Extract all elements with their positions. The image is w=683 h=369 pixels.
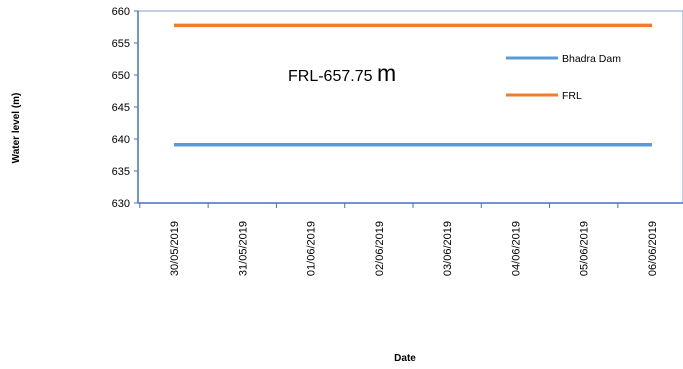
legend-label-bhadra-dam: Bhadra Dam (562, 53, 621, 65)
x-tick-label: 02/06/2019 (374, 221, 386, 276)
x-axis-title: Date (394, 353, 416, 364)
legend: Bhadra Dam FRL (506, 53, 621, 102)
x-tick-label: 31/05/2019 (237, 221, 249, 276)
x-tick-label: 01/06/2019 (306, 221, 318, 276)
y-tick-label: 630 (112, 198, 130, 210)
plot-border (137, 10, 683, 204)
annotation-unit: m (377, 60, 396, 86)
y-tick-label: 660 (112, 6, 130, 18)
y-tick-label: 655 (112, 38, 130, 50)
y-axis-ticks: 630 635 640 645 650 655 660 (112, 6, 138, 210)
y-tick-label: 640 (112, 134, 130, 146)
annotation-text: FRL-657.75 (288, 68, 377, 85)
y-axis-title: Water level (m) (11, 93, 22, 164)
legend-label-frl: FRL (562, 90, 582, 102)
x-tick-label: 04/06/2019 (510, 221, 522, 276)
x-axis-ticks: 30/05/2019 31/05/2019 01/06/2019 02/06/2019… (139, 203, 659, 276)
y-tick-label: 635 (112, 166, 130, 178)
x-tick-label: 03/06/2019 (442, 221, 454, 276)
x-tick-label: 05/06/2019 (579, 221, 591, 276)
annotation-label: FRL-657.75 m (288, 60, 396, 86)
x-tick-label: 06/06/2019 (647, 221, 659, 276)
series-lines (174, 23, 652, 147)
y-tick-label: 650 (112, 70, 130, 82)
plot-area (137, 10, 683, 204)
y-tick-label: 645 (112, 102, 130, 114)
x-tick-label: 30/05/2019 (169, 221, 181, 276)
